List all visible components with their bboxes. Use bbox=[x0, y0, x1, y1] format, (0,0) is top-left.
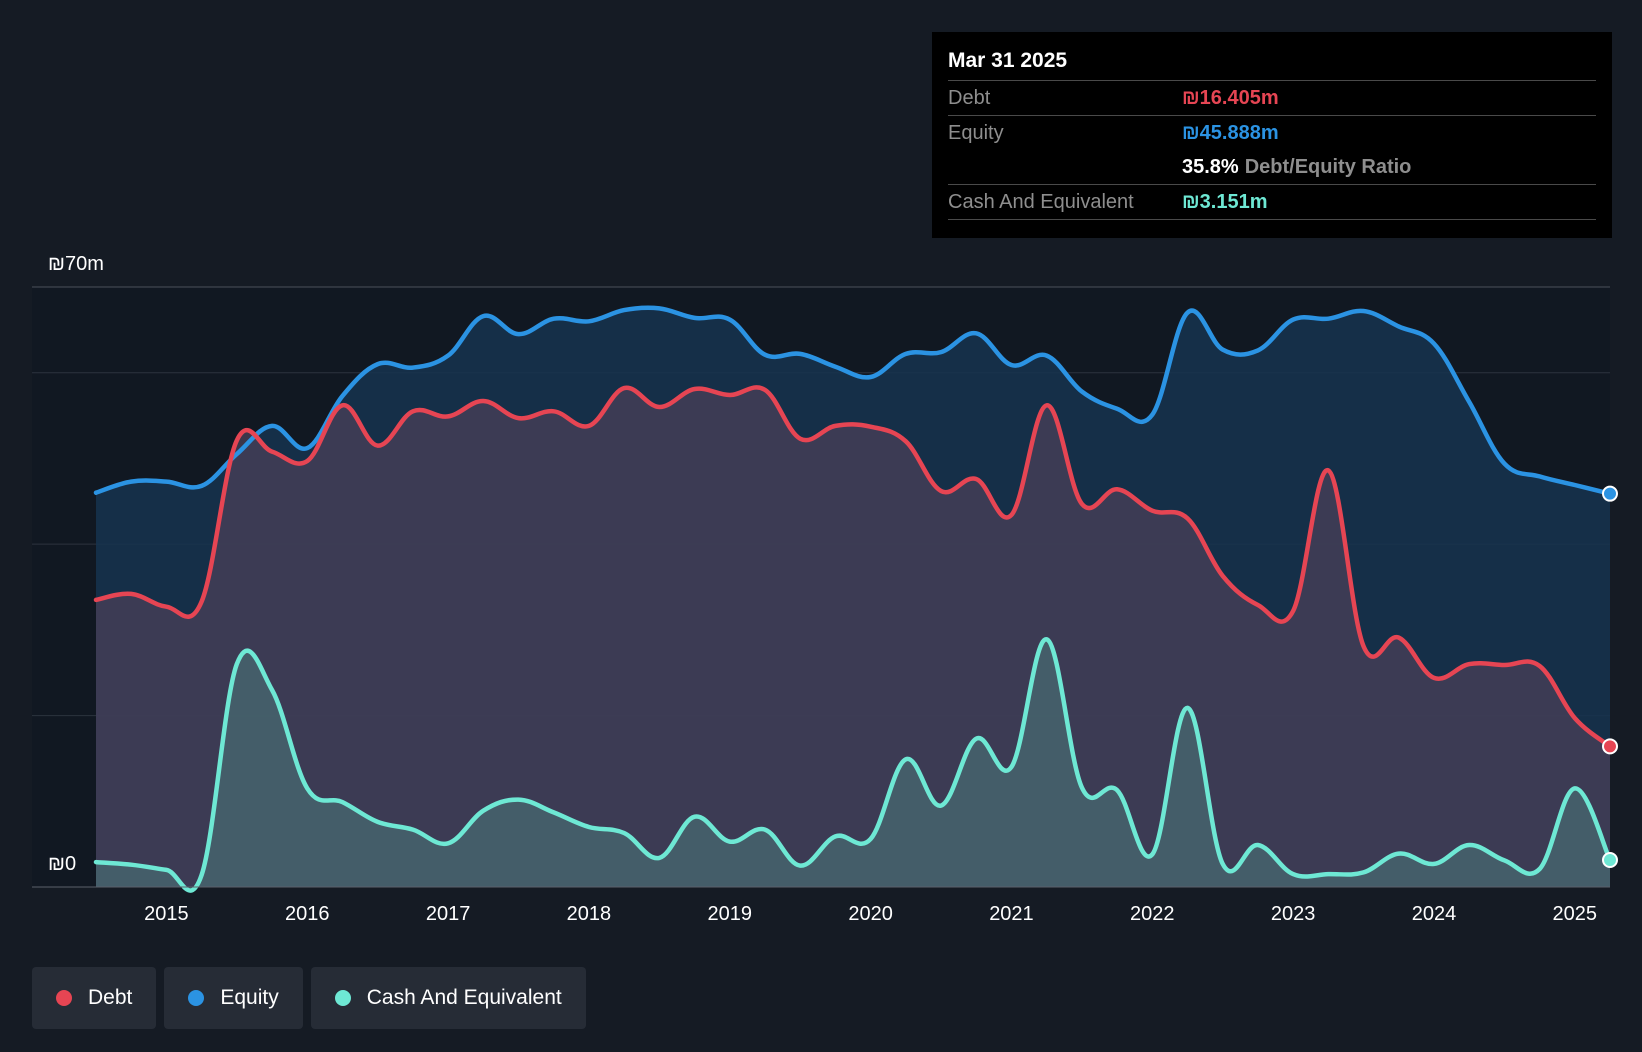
legend-label-equity: Equity bbox=[220, 986, 279, 1009]
equity-endpoint bbox=[1602, 485, 1618, 502]
y-tick-max: ₪70m bbox=[48, 253, 104, 275]
tooltip-cash-row: Cash And Equivalent ₪3.151m bbox=[948, 184, 1596, 220]
cash-endpoint bbox=[1602, 851, 1618, 868]
tooltip-ratio-label: Debt/Equity Ratio bbox=[1244, 155, 1412, 178]
debt-dot-icon bbox=[56, 990, 72, 1006]
legend-item-debt[interactable]: Debt bbox=[32, 967, 157, 1029]
cash-line bbox=[93, 637, 1613, 893]
tooltip-equity-value: ₪45.888m bbox=[1182, 121, 1279, 144]
equity-dot-icon bbox=[188, 990, 205, 1006]
series-lines bbox=[93, 305, 1613, 893]
tooltip-cash-label: Cash And Equivalent bbox=[948, 190, 1134, 213]
x-tick-label: 2018 bbox=[567, 903, 612, 925]
x-tick-labels: 2015 2016 2017 2018 2019 2020 2021 2022 2023 2024… bbox=[144, 903, 1597, 925]
debt-line bbox=[93, 385, 1613, 749]
tooltip-ratio-row: 35.8% Debt/Equity Ratio bbox=[948, 150, 1596, 184]
x-tick-label: 2025 bbox=[1553, 903, 1598, 925]
series-endpoints bbox=[1602, 485, 1618, 868]
x-tick-label: 2017 bbox=[426, 903, 471, 925]
legend: Debt Equity Cash And Equivalent bbox=[32, 967, 594, 1029]
x-tick-label: 2019 bbox=[708, 903, 753, 925]
x-tick-label: 2020 bbox=[848, 903, 893, 925]
tooltip-ratio-value: 35.8% bbox=[1182, 155, 1239, 178]
tooltip-cash-value: ₪3.151m bbox=[1182, 190, 1268, 213]
tooltip-debt-label: Debt bbox=[948, 86, 991, 109]
x-tick-label: 2015 bbox=[144, 903, 189, 925]
x-tick-label: 2021 bbox=[989, 903, 1034, 925]
legend-item-cash[interactable]: Cash And Equivalent bbox=[310, 967, 586, 1029]
tooltip-debt-value: ₪16.405m bbox=[1182, 86, 1279, 109]
tooltip-debt-row: Debt ₪16.405m bbox=[948, 80, 1596, 115]
x-tick-label: 2022 bbox=[1130, 903, 1175, 925]
tooltip-equity-row: Equity ₪45.888m bbox=[948, 115, 1596, 150]
debt-endpoint bbox=[1602, 738, 1618, 755]
legend-item-equity[interactable]: Equity bbox=[164, 967, 303, 1029]
x-tick-label: 2024 bbox=[1412, 903, 1457, 925]
legend-label-debt: Debt bbox=[88, 986, 133, 1009]
y-tick-zero: ₪0 bbox=[48, 853, 76, 875]
series-areas bbox=[96, 307, 1610, 891]
tooltip-panel: Mar 31 2025 Debt ₪16.405m Equity ₪45.888… bbox=[932, 32, 1612, 238]
tooltip-equity-label: Equity bbox=[948, 121, 1004, 144]
cash-dot-icon bbox=[334, 990, 351, 1006]
equity-line bbox=[93, 305, 1613, 496]
cash-area bbox=[96, 639, 1610, 891]
x-tick-label: 2016 bbox=[285, 903, 330, 925]
x-tick-label: 2023 bbox=[1271, 903, 1316, 925]
debt-area bbox=[96, 387, 1610, 887]
tooltip-date: Mar 31 2025 bbox=[948, 49, 1068, 72]
legend-label-cash: Cash And Equivalent bbox=[366, 986, 562, 1009]
